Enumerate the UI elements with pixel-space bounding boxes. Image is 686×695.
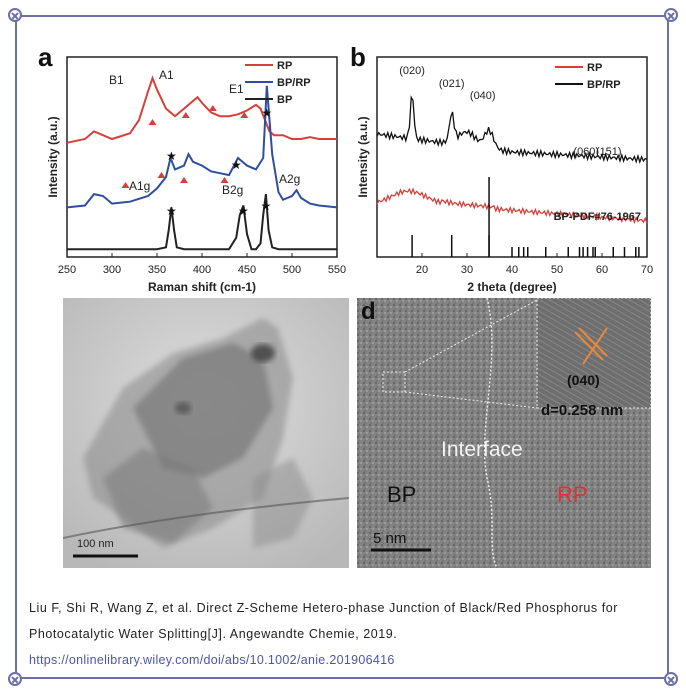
x-tick-label-a: 450 <box>238 264 256 276</box>
peak-annotation-a: B1 <box>109 73 124 87</box>
triangle-marker <box>240 112 249 118</box>
triangle-marker <box>157 172 166 178</box>
x-tick-label-b: 70 <box>641 264 653 276</box>
panel-label-a: a <box>38 42 53 72</box>
legend-label-a: BP/RP <box>277 77 311 89</box>
x-axis-label-a: Raman shift (cm-1) <box>148 280 256 294</box>
x-tick-label-b: 20 <box>416 264 428 276</box>
panel-label-b: b <box>350 42 366 72</box>
x-tick-label-b: 60 <box>596 264 608 276</box>
scale-label-d: 5 nm <box>373 530 407 547</box>
hrtem-image: d (040) d=0.258 nm Interface BP RP 5 nm <box>357 298 651 568</box>
peak-label-b: (020) <box>399 65 425 77</box>
legend-label-a: RP <box>277 60 292 72</box>
peak-annotation-a: A1 <box>159 68 174 82</box>
x-tick-label-a: 400 <box>193 264 211 276</box>
bp-label: BP <box>387 482 417 507</box>
x-tick-label-b: 50 <box>551 264 563 276</box>
d-spacing-label: d=0.258 nm <box>541 402 624 419</box>
corner-handle-bottom-left[interactable] <box>8 672 22 686</box>
tem-image: c 100 nm <box>63 298 349 568</box>
series-line-bp-rp <box>66 85 338 209</box>
legend-label-b: RP <box>587 62 602 74</box>
peak-label-b: (021) <box>439 78 465 90</box>
triangle-marker <box>208 105 217 111</box>
peak-annotation-a: E1 <box>229 82 244 96</box>
x-tick-label-a: 500 <box>283 264 301 276</box>
triangle-marker <box>121 182 130 188</box>
peak-label-b: (060) <box>573 146 599 158</box>
interface-label: Interface <box>441 438 523 461</box>
plane-label: (040) <box>567 372 600 388</box>
x-tick-label-a: 300 <box>103 264 121 276</box>
figure-caption: Liu F, Shi R, Wang Z, et al. Direct Z-Sc… <box>29 601 618 641</box>
xrd-chart: 20 30 40 50 60 70 2 theta (degree) Intensity (a… <box>356 56 653 294</box>
corner-handle-top-right[interactable] <box>664 8 678 22</box>
scale-label-c: 100 nm <box>77 538 114 550</box>
series-line-rp <box>66 75 337 144</box>
star-marker: ★ <box>166 149 177 163</box>
triangle-marker <box>181 112 190 118</box>
x-axis-label-b: 2 theta (degree) <box>467 280 556 294</box>
peak-label-b: (151) <box>596 146 622 158</box>
doi-link[interactable]: https://onlinelibrary.wiley.com/doi/abs/… <box>29 653 395 667</box>
peak-annotation-a: B2g <box>222 183 243 197</box>
star-marker: ★ <box>238 204 249 218</box>
corner-handle-top-left[interactable] <box>8 8 22 22</box>
legend-label-b: BP/RP <box>587 79 621 91</box>
series-line-bp-rp <box>376 95 648 165</box>
figure-frame <box>15 15 669 679</box>
star-marker: ★ <box>261 106 272 120</box>
triangle-marker <box>180 177 188 183</box>
x-tick-label-a: 350 <box>148 264 166 276</box>
x-tick-label-a: 550 <box>328 264 346 276</box>
star-marker: ★ <box>261 199 272 213</box>
legend-label-a: BP <box>277 94 292 106</box>
peak-annotation-a: A1g <box>129 179 150 193</box>
rp-label: RP <box>557 482 588 507</box>
y-axis-label-b: Intensity (a.u.) <box>356 116 370 197</box>
x-tick-label-b: 40 <box>506 264 518 276</box>
x-tick-label-a: 250 <box>58 264 76 276</box>
triangle-marker <box>220 177 229 183</box>
panel-label-d: d <box>361 298 376 325</box>
x-tick-label-b: 30 <box>461 264 473 276</box>
corner-handle-bottom-right[interactable] <box>664 672 678 686</box>
series-line-rp <box>376 187 648 225</box>
peak-label-b: (040) <box>470 90 496 102</box>
triangle-marker <box>148 119 157 125</box>
raman-chart: 250 300 350 400 450 500 550 Raman shift (cm-1) I… <box>46 56 346 294</box>
star-marker: ★ <box>231 158 242 172</box>
peak-annotation-a: A2g <box>279 172 300 186</box>
star-marker: ★ <box>166 204 177 218</box>
reference-label: BP-PDF#76-1967 <box>554 211 641 223</box>
series-line-bp <box>67 193 337 251</box>
y-axis-label-a: Intensity (a.u.) <box>46 116 60 197</box>
